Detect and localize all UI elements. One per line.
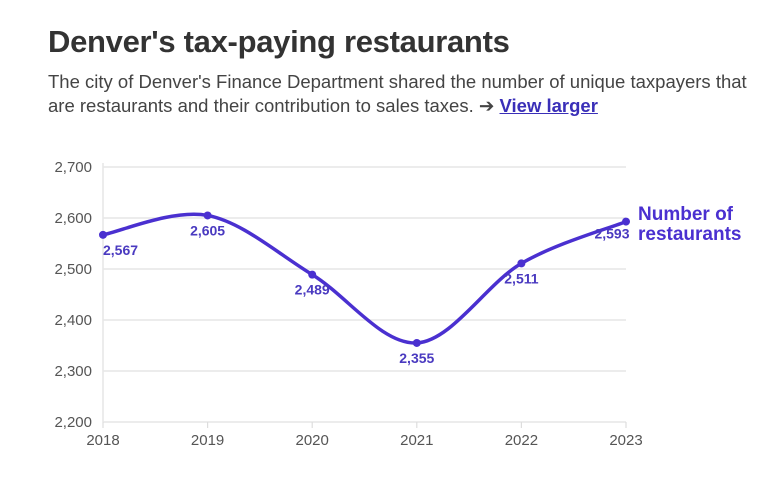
data-label: 2,489 [295, 282, 330, 298]
data-label: 2,355 [399, 350, 434, 366]
series-label: Number of [638, 204, 734, 225]
series-line-number-of-restaurants [101, 212, 628, 345]
x-tick-label: 2021 [400, 432, 433, 449]
x-tick-label: 2018 [86, 432, 119, 449]
x-tick-label: 2019 [191, 432, 224, 449]
x-tick-label: 2023 [609, 432, 642, 449]
data-point [203, 211, 212, 220]
x-tick-label: 2022 [505, 432, 538, 449]
data-label: 2,593 [594, 226, 629, 242]
data-label: 2,567 [103, 242, 138, 258]
data-point [99, 230, 107, 239]
y-tick-label: 2,400 [54, 312, 92, 329]
y-tick-label: 2,300 [54, 363, 92, 380]
data-label: 2,511 [504, 270, 538, 286]
description-text: The city of Denver's Finance Department … [48, 71, 747, 116]
y-tick-label: 2,700 [54, 159, 92, 176]
data-point [622, 217, 630, 226]
y-tick-label: 2,600 [54, 210, 92, 227]
y-tick-label: 2,200 [54, 414, 92, 431]
x-tick-label: 2020 [296, 432, 329, 449]
chart-description: The city of Denver's Finance Department … [48, 70, 748, 118]
data-point [412, 338, 421, 347]
data-point [517, 259, 526, 268]
data-label: 2,605 [190, 222, 225, 238]
data-point [308, 270, 317, 279]
series-label: restaurants [638, 224, 742, 245]
y-tick-label: 2,500 [54, 261, 92, 278]
chart-title: Denver's tax-paying restaurants [48, 24, 510, 59]
view-larger-link[interactable]: View larger [499, 95, 598, 116]
